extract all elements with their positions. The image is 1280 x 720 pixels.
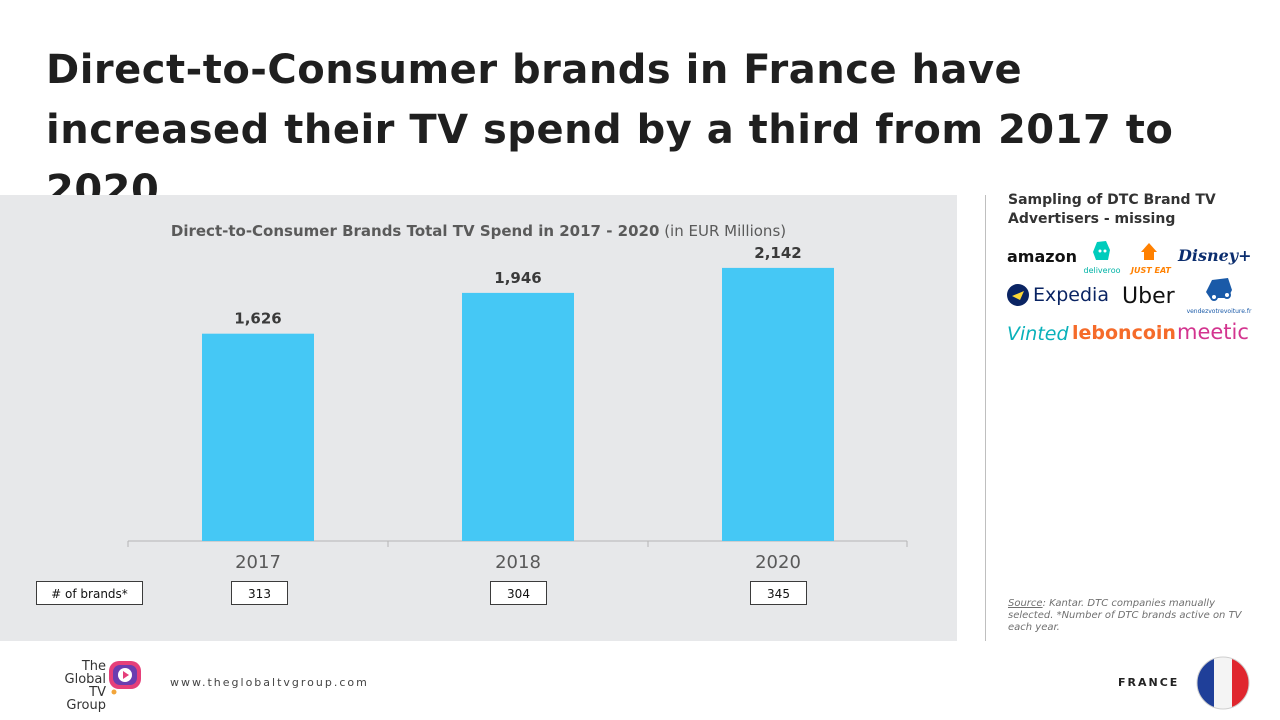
- x-tick-label-2020: 2020: [755, 552, 801, 573]
- global-tv-group-logo: The Global TV Group: [60, 660, 160, 712]
- just-eat-icon: [1141, 243, 1157, 260]
- x-tick-label-2018: 2018: [495, 552, 541, 573]
- expedia-logo: Expedia: [1007, 284, 1109, 306]
- page-title: Direct-to-Consumer brands in France have…: [46, 47, 1174, 213]
- tv-play-icon: [109, 661, 141, 695]
- car-icon: [1206, 278, 1232, 301]
- just-eat-logo: JUST EAT: [1131, 240, 1171, 275]
- france-flag-icon: [1196, 656, 1250, 710]
- disney-plus-logo: Disney+: [1178, 246, 1252, 265]
- x-tick-label-2017: 2017: [235, 552, 281, 573]
- website-url: www.theglobaltvgroup.com: [170, 676, 369, 689]
- bar-2017: [202, 333, 314, 541]
- brands-count-2020: 345: [750, 581, 807, 605]
- data-label-2020: 2,142: [754, 244, 801, 262]
- data-label-2018: 1,946: [494, 269, 541, 287]
- deliveroo-logo: deliveroo: [1082, 240, 1122, 275]
- chart-title: Direct-to-Consumer Brands Total TV Spend…: [170, 222, 787, 240]
- brands-count-2017: 313: [231, 581, 288, 605]
- bar-2018: [462, 292, 574, 541]
- brands-label-box: # of brands*: [36, 581, 143, 605]
- data-label-2017: 1,626: [234, 310, 281, 328]
- bar-chart: 1,626 2017 1,946 2018 2,142 2020: [127, 244, 908, 573]
- amazon-logo: amazon: [1007, 247, 1077, 266]
- brands-count-2018: 304: [490, 581, 547, 605]
- country-label: FRANCE: [1118, 676, 1180, 689]
- vendezvotrevoiture-logo: vendezvotrevoiture.fr: [1186, 270, 1252, 315]
- uber-logo: Uber: [1122, 284, 1175, 309]
- bar-2020: [722, 267, 834, 541]
- deliveroo-icon: [1093, 241, 1110, 260]
- leboncoin-logo: leboncoin: [1072, 322, 1176, 344]
- vinted-logo: Vinted: [1007, 323, 1069, 345]
- sidebar-title: Sampling of DTC Brand TV Advertisers - m…: [1008, 192, 1216, 227]
- meetic-logo: meetic: [1177, 320, 1249, 344]
- expedia-icon: [1007, 284, 1029, 306]
- divider: [985, 195, 986, 641]
- source-note: Source: Kantar. DTC companies manually s…: [1008, 598, 1242, 633]
